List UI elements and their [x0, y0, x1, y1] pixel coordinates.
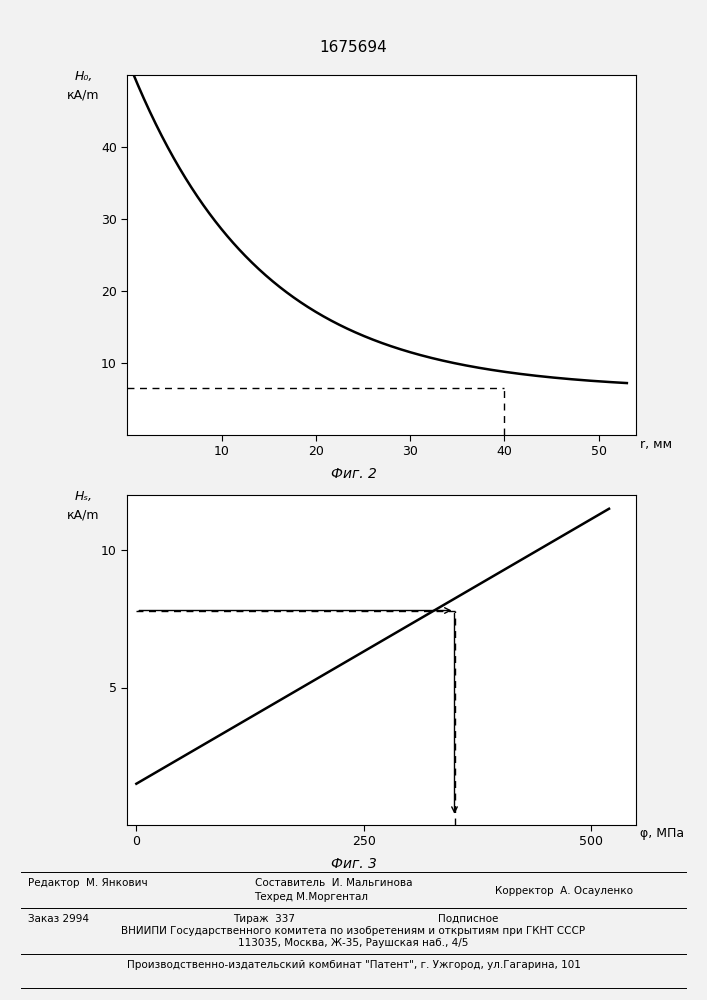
Text: ВНИИПИ Государственного комитета по изобретениям и открытиям при ГКНТ СССР: ВНИИПИ Государственного комитета по изоб… [122, 926, 585, 936]
Text: Фиг. 2: Фиг. 2 [331, 467, 376, 481]
Text: кA/m: кA/m [67, 508, 100, 521]
Text: φ, МПа: φ, МПа [640, 827, 684, 840]
Text: Производственно-издательский комбинат "Патент", г. Ужгород, ул.Гагарина, 101: Производственно-издательский комбинат "П… [127, 960, 580, 970]
Text: 1675694: 1675694 [320, 40, 387, 55]
Text: Редактор  М. Янкович: Редактор М. Янкович [28, 878, 148, 888]
Text: Тираж  337: Тираж 337 [233, 914, 296, 924]
Text: Заказ 2994: Заказ 2994 [28, 914, 89, 924]
Text: кA/m: кA/m [67, 88, 100, 101]
Text: Техред М.Моргентал: Техред М.Моргентал [255, 892, 368, 902]
Text: Hₛ,: Hₛ, [74, 490, 92, 503]
Text: r, мм: r, мм [640, 438, 672, 451]
Text: 113035, Москва, Ж-35, Раушская наб., 4/5: 113035, Москва, Ж-35, Раушская наб., 4/5 [238, 938, 469, 948]
Text: Подписное: Подписное [438, 914, 498, 924]
Text: Корректор  А. Осауленко: Корректор А. Осауленко [495, 886, 633, 896]
Text: Составитель  И. Мальгинова: Составитель И. Мальгинова [255, 878, 412, 888]
Text: H₀,: H₀, [74, 70, 93, 83]
Text: Фиг. 3: Фиг. 3 [331, 857, 376, 871]
